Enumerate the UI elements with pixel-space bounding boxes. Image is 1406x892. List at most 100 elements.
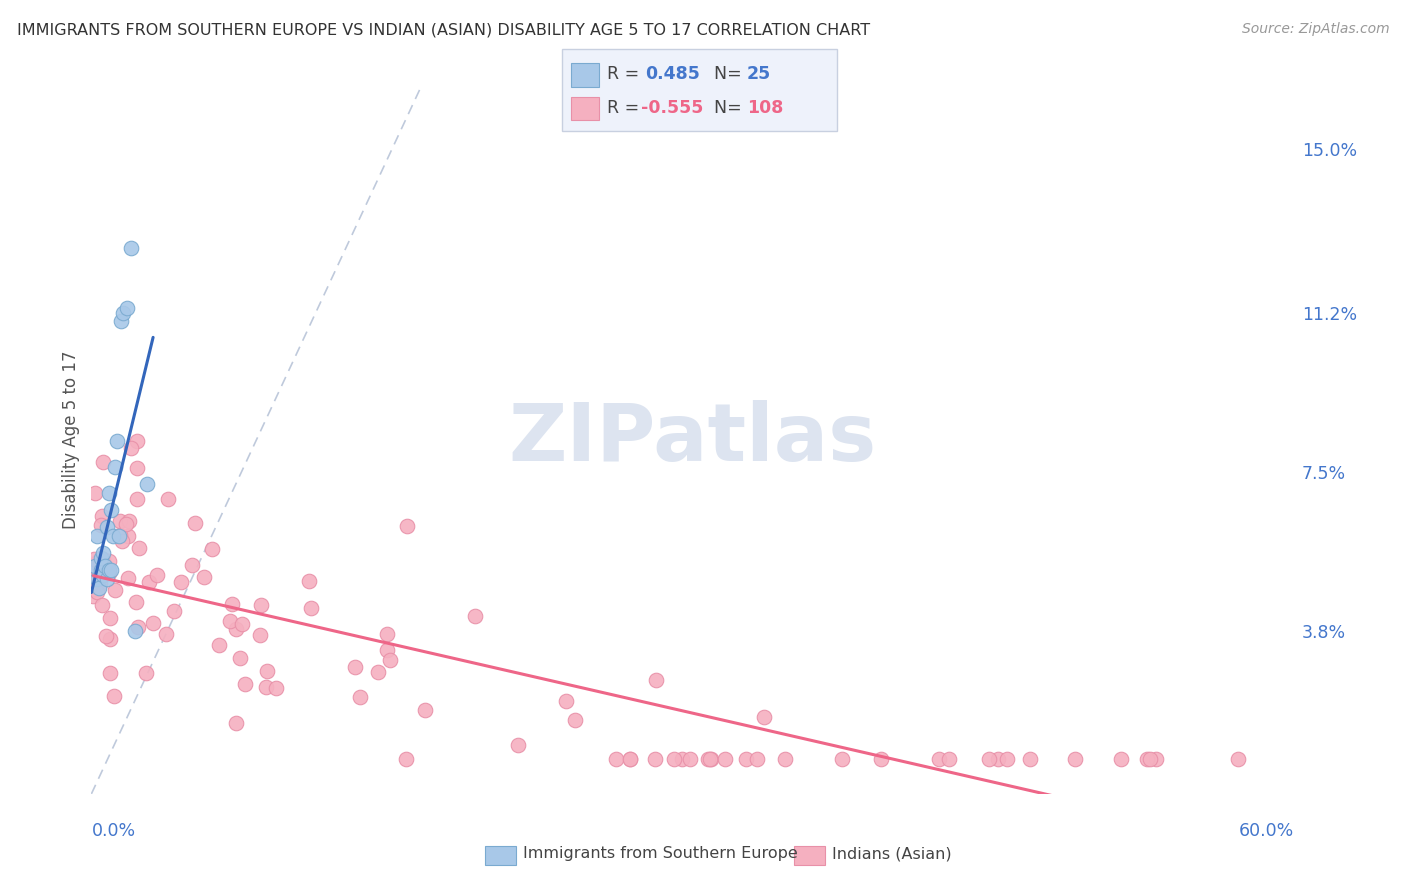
Point	[93, 567, 115, 582]
Point	[1144, 752, 1167, 766]
Point	[644, 673, 666, 687]
Point	[107, 434, 129, 449]
Point	[98, 666, 121, 681]
Point	[679, 752, 702, 766]
Point	[93, 546, 115, 560]
Point	[264, 681, 287, 695]
Point	[747, 752, 769, 766]
Point	[1109, 752, 1132, 766]
Point	[93, 552, 115, 566]
Point	[170, 575, 193, 590]
Point	[136, 477, 159, 491]
Point	[90, 517, 112, 532]
Point	[298, 574, 321, 589]
Point	[987, 752, 1010, 766]
Point	[184, 516, 207, 530]
Point	[103, 689, 125, 703]
Point	[1064, 752, 1087, 766]
Point	[117, 301, 139, 316]
Point	[714, 752, 737, 766]
Text: R =: R =	[607, 65, 645, 83]
Point	[644, 752, 666, 766]
Point	[380, 653, 402, 667]
Point	[127, 461, 149, 475]
Text: 0.0%: 0.0%	[91, 822, 135, 840]
Point	[349, 690, 371, 704]
Point	[121, 241, 143, 255]
Point	[125, 492, 148, 507]
Point	[754, 709, 776, 723]
Point	[96, 520, 118, 534]
Point	[249, 628, 271, 642]
Point	[103, 529, 125, 543]
Point	[124, 624, 146, 638]
Point	[98, 486, 121, 500]
Point	[831, 752, 853, 766]
Point	[773, 752, 796, 766]
Point	[375, 626, 398, 640]
Point	[108, 529, 131, 543]
Point	[605, 752, 627, 766]
Text: 0.485: 0.485	[645, 65, 700, 83]
Text: Source: ZipAtlas.com: Source: ZipAtlas.com	[1241, 22, 1389, 37]
Point	[1018, 752, 1040, 766]
Text: N=: N=	[714, 99, 748, 117]
Point	[98, 611, 121, 625]
Point	[1139, 752, 1161, 766]
Point	[208, 638, 231, 652]
Point	[127, 620, 149, 634]
Point	[413, 703, 436, 717]
Point	[84, 559, 107, 574]
Point	[90, 599, 112, 613]
Point	[112, 305, 135, 319]
Point	[82, 573, 104, 587]
Text: ZIPatlas: ZIPatlas	[509, 401, 876, 478]
Point	[193, 570, 215, 584]
Point	[1226, 752, 1249, 766]
Point	[367, 665, 389, 679]
Point	[118, 514, 141, 528]
Point	[86, 529, 108, 543]
Point	[299, 601, 322, 615]
Point	[120, 441, 142, 455]
Point	[89, 581, 111, 595]
Point	[89, 577, 111, 591]
Point	[696, 752, 718, 766]
Point	[146, 567, 169, 582]
Text: 60.0%: 60.0%	[1239, 822, 1294, 840]
Point	[90, 563, 112, 577]
Point	[135, 666, 157, 681]
Point	[995, 752, 1018, 766]
Point	[94, 559, 117, 574]
Point	[114, 517, 136, 532]
Text: -0.555: -0.555	[641, 99, 703, 117]
Point	[938, 752, 960, 766]
Point	[181, 558, 204, 573]
Point	[83, 582, 105, 596]
Point	[96, 572, 118, 586]
Point	[979, 752, 1001, 766]
Point	[97, 566, 120, 581]
Point	[163, 604, 186, 618]
Point	[90, 550, 112, 565]
Point	[100, 503, 122, 517]
Text: 25: 25	[747, 65, 770, 83]
Point	[375, 643, 398, 657]
Point	[98, 632, 121, 646]
Point	[83, 552, 105, 566]
Point	[256, 664, 278, 678]
Point	[157, 491, 180, 506]
Point	[111, 533, 134, 548]
Point	[110, 314, 132, 328]
Point	[110, 528, 132, 542]
Point	[82, 589, 104, 603]
Point	[734, 752, 756, 766]
Point	[221, 597, 243, 611]
Point	[564, 713, 586, 727]
Text: Immigrants from Southern Europe: Immigrants from Southern Europe	[523, 847, 797, 861]
Point	[127, 434, 149, 449]
Point	[229, 651, 252, 665]
Point	[343, 660, 366, 674]
Point	[83, 486, 105, 500]
Point	[218, 614, 240, 628]
